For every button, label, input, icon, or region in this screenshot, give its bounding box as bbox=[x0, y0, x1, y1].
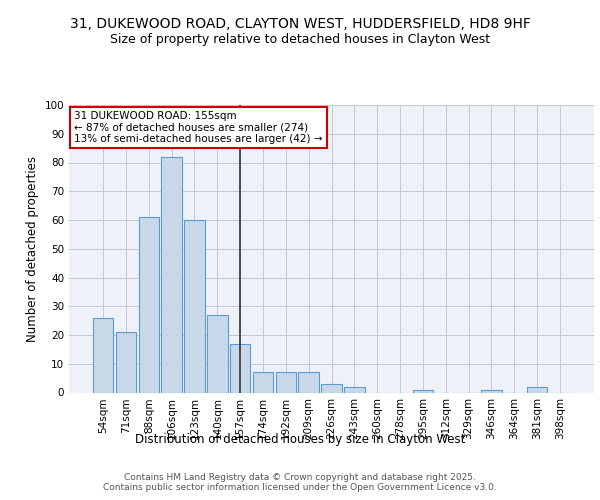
Bar bbox=[253, 372, 273, 392]
Bar bbox=[184, 220, 205, 392]
Bar bbox=[230, 344, 250, 392]
Bar bbox=[298, 372, 319, 392]
Text: 31 DUKEWOOD ROAD: 155sqm
← 87% of detached houses are smaller (274)
13% of semi-: 31 DUKEWOOD ROAD: 155sqm ← 87% of detach… bbox=[74, 111, 323, 144]
Bar bbox=[413, 390, 433, 392]
Y-axis label: Number of detached properties: Number of detached properties bbox=[26, 156, 39, 342]
Bar bbox=[207, 315, 227, 392]
Text: Contains HM Land Registry data © Crown copyright and database right 2025.
Contai: Contains HM Land Registry data © Crown c… bbox=[103, 472, 497, 492]
Text: Size of property relative to detached houses in Clayton West: Size of property relative to detached ho… bbox=[110, 32, 490, 46]
Bar bbox=[93, 318, 113, 392]
Bar bbox=[344, 387, 365, 392]
Bar bbox=[321, 384, 342, 392]
Bar bbox=[116, 332, 136, 392]
Text: 31, DUKEWOOD ROAD, CLAYTON WEST, HUDDERSFIELD, HD8 9HF: 31, DUKEWOOD ROAD, CLAYTON WEST, HUDDERS… bbox=[70, 18, 530, 32]
Bar bbox=[161, 157, 182, 392]
Bar bbox=[139, 217, 159, 392]
Bar bbox=[481, 390, 502, 392]
Bar bbox=[275, 372, 296, 392]
Bar bbox=[527, 387, 547, 392]
Text: Distribution of detached houses by size in Clayton West: Distribution of detached houses by size … bbox=[135, 432, 465, 446]
